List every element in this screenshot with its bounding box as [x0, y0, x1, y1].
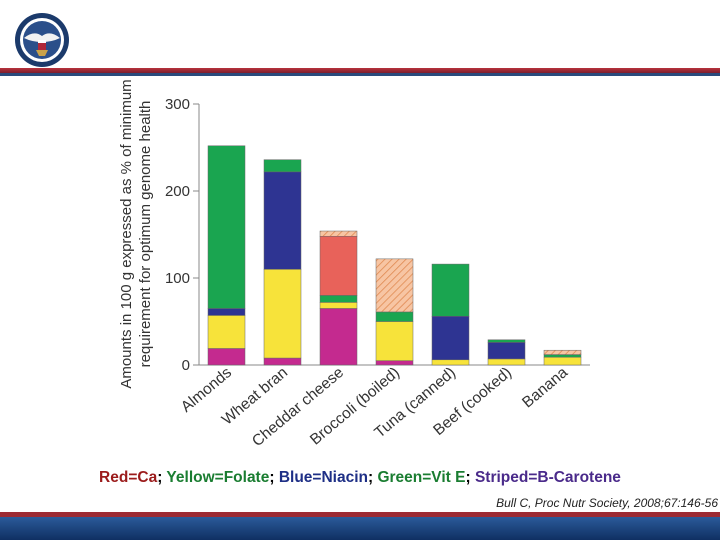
- x-tick-label: Banana: [519, 364, 571, 412]
- bar-segment-ca: [207, 348, 246, 366]
- legend-vite: Green=Vit E: [377, 469, 466, 486]
- bar-segment-vite: [207, 145, 246, 309]
- legend-sep: ;: [465, 469, 475, 486]
- bar-segment-vite: [487, 339, 526, 343]
- legend-folate: Yellow=Folate: [166, 469, 270, 486]
- y-tick-label: 200: [165, 183, 190, 200]
- legend-sep: ;: [157, 469, 167, 486]
- y-tick-label: 300: [165, 96, 190, 113]
- bar-segment-fol: [319, 302, 358, 309]
- bar-segment-fol: [543, 356, 582, 366]
- bar-segment-bc2: [543, 349, 582, 355]
- y-axis-label: Amounts in 100 g expressed as % of minim…: [118, 80, 154, 389]
- legend-carotene: Striped=B-Carotene: [474, 469, 621, 486]
- bar-segment-ca: [319, 308, 358, 366]
- bar-segment-fol: [207, 315, 246, 349]
- bar-segment-ca: [375, 360, 414, 366]
- y-axis-label-line2: requirement for optimum genome health: [137, 101, 154, 368]
- bar-segment-fol: [375, 321, 414, 361]
- y-axis-label-line1: Amounts in 100 g expressed as % of minim…: [118, 80, 135, 389]
- legend-sep: ;: [367, 469, 378, 486]
- bar-segment-fol: [263, 269, 302, 359]
- bar-segment-vite: [431, 263, 470, 317]
- header-red-stripe: [0, 68, 720, 73]
- y-tick-label: 100: [165, 270, 190, 287]
- bar-segment-nia: [431, 316, 470, 361]
- legend-niacin: Blue=Niacin: [278, 469, 368, 486]
- bar-segment-ca: [263, 357, 302, 366]
- bar-segment-nia: [487, 342, 526, 360]
- bar-segment-nia: [263, 171, 302, 270]
- va-seal-logo: [15, 13, 69, 67]
- bar-segment-vite: [543, 354, 582, 358]
- bar-segment-vite: [319, 295, 358, 303]
- legend-ca: Red=Ca: [99, 469, 158, 486]
- bar-segment-bc2: [319, 230, 358, 237]
- header-blue-line: [0, 73, 720, 76]
- bar-segment-vite: [263, 159, 302, 173]
- header-bar: [0, 0, 720, 68]
- bar-segment-bc2: [375, 258, 414, 313]
- citation: Bull C, Proc Nutr Society, 2008;67:146-5…: [496, 496, 718, 510]
- bar-segment-ca2: [319, 235, 358, 296]
- bar-segment-nia: [207, 308, 246, 316]
- footer-red-stripe: [0, 512, 720, 517]
- bar-segment-fol: [431, 359, 470, 366]
- y-tick-label: 0: [182, 357, 190, 374]
- legend-caption: Red=Ca; Yellow=Folate; Blue=Niacin; Gree…: [0, 469, 720, 487]
- stacked-bar-chart: Amounts in 100 g expressed as % of minim…: [118, 80, 590, 450]
- bar-segment-vite: [375, 311, 414, 322]
- legend-sep: ;: [269, 469, 279, 486]
- footer-bar: [0, 517, 720, 540]
- bar-segment-fol: [487, 358, 526, 366]
